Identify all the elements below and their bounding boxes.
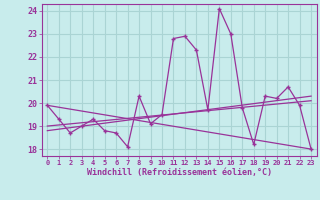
X-axis label: Windchill (Refroidissement éolien,°C): Windchill (Refroidissement éolien,°C)	[87, 168, 272, 177]
